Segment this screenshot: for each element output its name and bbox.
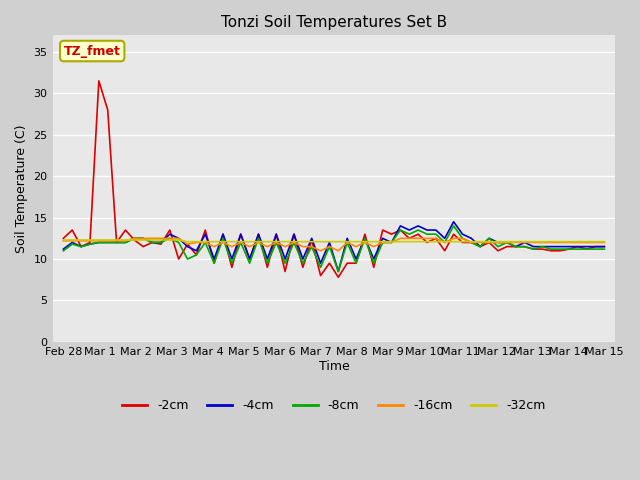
- Text: TZ_fmet: TZ_fmet: [64, 45, 121, 58]
- Title: Tonzi Soil Temperatures Set B: Tonzi Soil Temperatures Set B: [221, 15, 447, 30]
- Legend: -2cm, -4cm, -8cm, -16cm, -32cm: -2cm, -4cm, -8cm, -16cm, -32cm: [117, 394, 550, 417]
- X-axis label: Time: Time: [319, 360, 349, 372]
- Y-axis label: Soil Temperature (C): Soil Temperature (C): [15, 124, 28, 253]
